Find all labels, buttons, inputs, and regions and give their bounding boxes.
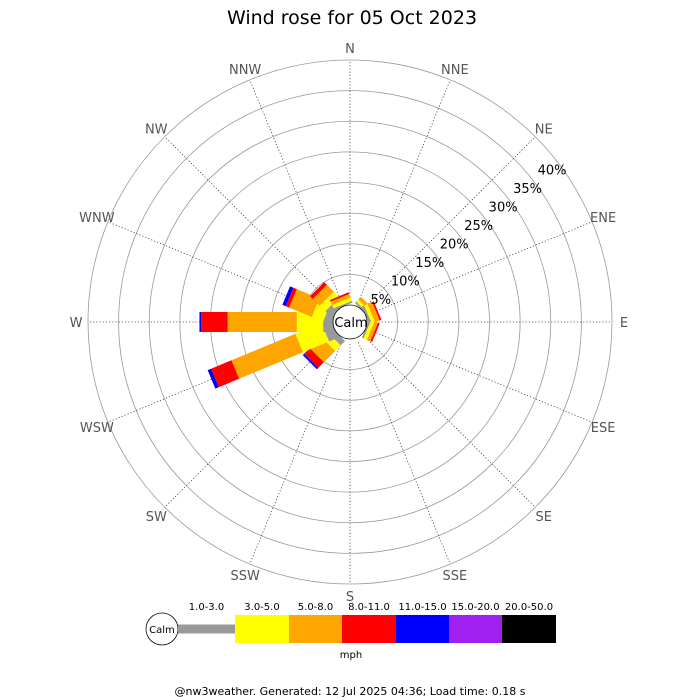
ring-label-30: 30% xyxy=(489,201,518,216)
legend-label-8-0-11-0: 8.0-11.0 xyxy=(348,602,390,613)
direction-label-ssw: SSW xyxy=(230,569,260,584)
legend-label-15-0-20-0: 15.0-20.0 xyxy=(451,602,499,613)
legend-label-5-0-8-0: 5.0-8.0 xyxy=(298,602,333,613)
direction-label-ne: NE xyxy=(535,122,553,137)
direction-label-wnw: WNW xyxy=(79,211,115,226)
bar-ese-5-0-8-0 xyxy=(366,321,379,342)
legend-swatch-5-0-8-0 xyxy=(289,615,342,643)
ring-label-25: 25% xyxy=(464,219,493,234)
bar-ene-3-0-5-0 xyxy=(364,303,376,324)
polar-grid xyxy=(87,59,613,585)
legend-swatch-8-0-11-0 xyxy=(342,615,396,643)
bar-wsw-8-0-11-0 xyxy=(211,360,240,388)
bar-nnw-3-0-5-0 xyxy=(332,297,353,309)
bar-ene-8-0-11-0 xyxy=(372,301,382,321)
direction-label-w: W xyxy=(70,316,83,331)
direction-label-nw: NW xyxy=(145,122,168,137)
calm-circle xyxy=(332,304,368,340)
legend-label-1-0-3-0: 1.0-3.0 xyxy=(189,602,224,613)
legend-label-3-0-5-0: 3.0-5.0 xyxy=(244,602,279,613)
bar-nw-3-0-5-0 xyxy=(319,291,340,312)
speed-legend: Calm mph 1.0-3.0 3.0-5.0 5.0-8.0 8.0-11.0 11… xyxy=(145,602,556,661)
bar-sw-8-0-11-0 xyxy=(304,348,324,368)
legend-unit-label: mph xyxy=(340,650,362,661)
footer-text: @nw3weather. Generated: 12 Jul 2025 04:3… xyxy=(175,685,526,698)
direction-label-nne: NNE xyxy=(441,63,469,78)
ring-label-15: 15% xyxy=(415,256,444,271)
direction-label-wsw: WSW xyxy=(80,421,114,436)
direction-label-e: E xyxy=(620,316,628,331)
direction-label-se: SE xyxy=(536,510,552,525)
bar-ese-1-0-3-0 xyxy=(361,319,372,339)
bar-nnw-8-0-11-0 xyxy=(330,292,350,302)
legend-label-20-0-50-0: 20.0-50.0 xyxy=(505,602,553,613)
grid-ring-40 xyxy=(87,59,613,585)
grid-ring-30 xyxy=(148,120,552,524)
bar-sw-11-0-15-0 xyxy=(302,353,319,370)
bar-ene-5-0-8-0 xyxy=(367,302,380,323)
legend-swatch-11-0-15-0 xyxy=(396,615,449,643)
bar-wnw-11-0-15-0 xyxy=(282,286,294,307)
bar-nw-5-0-8-0 xyxy=(312,284,334,306)
legend-swatch-15-0-20-0 xyxy=(449,615,502,643)
ring-label-10: 10% xyxy=(391,274,420,289)
bar-w-8-0-11-0 xyxy=(201,312,228,332)
legend-swatch-20-0-50-0 xyxy=(502,615,556,643)
bar-nnw-5-0-8-0 xyxy=(330,293,351,306)
radial-tick-labels: 5% 10% 15% 20% 25% 30% 35% 40% xyxy=(371,164,567,308)
legend-swatch-3-0-5-0 xyxy=(235,615,289,643)
chart-title: Wind rose for 05 Oct 2023 xyxy=(227,7,477,29)
direction-labels: N NNE NE ENE E ESE SE SSE S SSW SW WSW W WNW NW NNW xyxy=(70,42,629,605)
legend-calm-label: Calm xyxy=(149,625,175,636)
ring-label-35: 35% xyxy=(513,182,542,197)
ring-label-20: 20% xyxy=(440,237,469,252)
bar-ese-3-0-5-0 xyxy=(363,319,375,340)
bar-w-5-0-8-0 xyxy=(227,312,297,332)
bar-wsw-5-0-8-0 xyxy=(231,333,304,379)
calm-label: Calm xyxy=(334,316,367,331)
direction-label-ene: ENE xyxy=(590,211,616,226)
bar-nnw-1-0-3-0 xyxy=(333,300,353,311)
direction-label-sse: SSE xyxy=(443,569,468,584)
ring-label-40: 40% xyxy=(538,164,567,179)
direction-label-nnw: NNW xyxy=(229,63,261,78)
ring-label-5: 5% xyxy=(371,293,392,308)
legend-label-11-0-15-0: 11.0-15.0 xyxy=(398,602,446,613)
bar-wnw-8-0-11-0 xyxy=(285,287,297,308)
direction-label-n: N xyxy=(345,42,355,57)
bar-w-11-0-15-0 xyxy=(199,312,202,332)
bar-wsw-11-0-15-0 xyxy=(207,368,219,389)
direction-label-sw: SW xyxy=(146,510,167,525)
wind-bars xyxy=(199,282,382,389)
direction-label-ese: ESE xyxy=(591,421,616,436)
bar-nw-8-0-11-0 xyxy=(310,282,327,299)
bar-ese-8-0-11-0 xyxy=(370,322,380,342)
grid-ring-35 xyxy=(118,90,582,554)
direction-label-s: S xyxy=(346,590,354,605)
